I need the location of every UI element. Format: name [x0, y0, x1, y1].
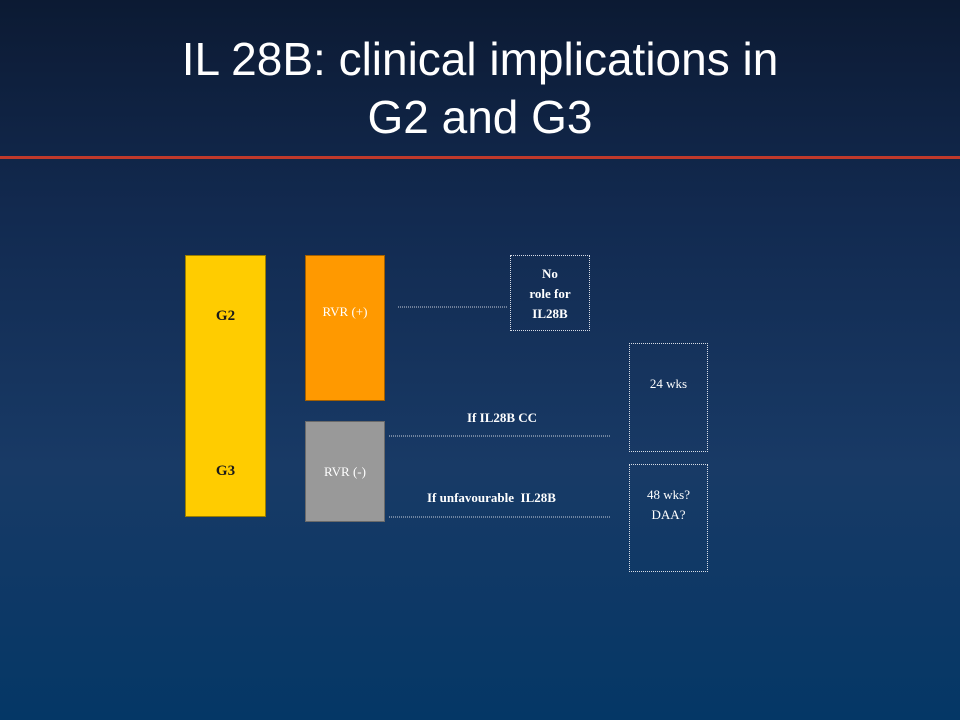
outcome-24-weeks-label: 24 wks: [649, 376, 688, 391]
genotype-box: G2 G3: [185, 255, 266, 517]
outcome-24-weeks-box: 24 wks: [629, 343, 708, 452]
slide-title-line-1: IL 28B: clinical implications in: [181, 33, 779, 85]
outcome-48-weeks-line-2: DAA?: [651, 507, 686, 522]
outcome-48-weeks-line-1: 48 wks?: [647, 487, 690, 502]
slide-title: IL 28B: clinical implications in G2 and …: [0, 30, 960, 146]
rvr-negative-label: RVR (-): [324, 464, 366, 479]
title-underline: [0, 156, 960, 159]
slide-title-line-2: G2 and G3: [367, 91, 593, 143]
rvr-positive-box: RVR (+): [305, 255, 385, 401]
outcome-no-role-line-1: No: [542, 266, 558, 281]
genotype-g2-label: G2: [215, 308, 236, 324]
outcome-48-weeks-box: 48 wks? DAA?: [629, 464, 708, 572]
condition-unfavourable-il28b: If unfavourable IL28B: [427, 490, 556, 505]
outcome-no-role-line-2: role for: [529, 286, 571, 301]
genotype-g3-label: G3: [215, 463, 236, 479]
rvr-positive-label: RVR (+): [322, 304, 368, 319]
rvr-negative-box: RVR (-): [305, 421, 385, 522]
outcome-no-role-line-3: IL28B: [532, 306, 568, 321]
condition-il28b-cc: If IL28B CC: [467, 410, 538, 425]
outcome-no-role-box: No role for IL28B: [510, 255, 590, 331]
